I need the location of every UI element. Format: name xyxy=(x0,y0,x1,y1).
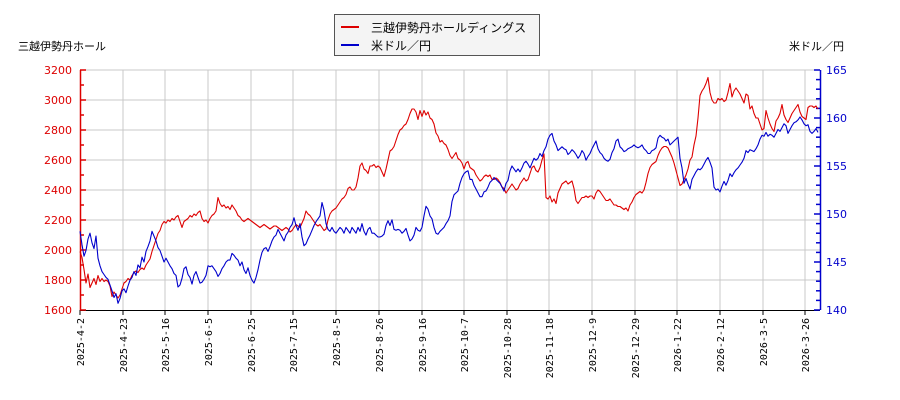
legend-item-usdjpy: 米ドル／円 xyxy=(341,36,431,54)
legend-label: 三越伊勢丹ホールディングス xyxy=(371,20,527,35)
y-right-tick-label: 140 xyxy=(826,304,847,317)
legend-swatch-blue-icon xyxy=(341,44,359,46)
series-line-mitsukoshi xyxy=(79,76,819,299)
x-tick-label: 2025-12-29 xyxy=(631,318,642,378)
y-left-tick-label: 2000 xyxy=(44,244,72,257)
x-tick-label: 2025-4-23 xyxy=(119,318,130,372)
y-left-tick-label: 2800 xyxy=(44,124,72,137)
y-left-tick-label: 3200 xyxy=(44,64,72,77)
x-tick-label: 2025-7-15 xyxy=(289,318,300,372)
series-line-usdjpy xyxy=(79,116,819,304)
x-tick-label: 2025-8-26 xyxy=(375,318,386,372)
x-tick-label: 2025-6-5 xyxy=(204,318,215,366)
x-tick-label: 2025-11-18 xyxy=(545,318,556,378)
y-left-tick-label: 1800 xyxy=(44,274,72,287)
chart-legend: 三越伊勢丹ホールディングス 米ドル／円 xyxy=(334,14,540,56)
x-tick-label: 2025-6-25 xyxy=(247,318,258,372)
x-tick-label: 2026-1-22 xyxy=(673,318,684,372)
x-tick-label: 2025-10-7 xyxy=(460,318,471,372)
y-right-tick-label: 155 xyxy=(826,160,847,173)
x-tick-label: 2026-3-5 xyxy=(759,318,770,366)
x-tick-label: 2025-4-2 xyxy=(76,318,87,366)
legend-swatch-red-icon xyxy=(341,26,359,28)
y-left-tick-label: 2200 xyxy=(44,214,72,227)
x-tick-label: 2025-10-28 xyxy=(503,318,514,378)
y-left-tick-label: 3000 xyxy=(44,94,72,107)
left-axis-title: 三越伊勢丹ホール xyxy=(18,40,106,53)
legend-label: 米ドル／円 xyxy=(371,38,432,53)
y-right-tick-label: 150 xyxy=(826,208,847,221)
x-tick-label: 2026-3-26 xyxy=(801,318,812,372)
y-right-tick-label: 145 xyxy=(826,256,847,269)
x-tick-label: 2025-9-16 xyxy=(418,318,429,372)
x-tick-label: 2025-8-5 xyxy=(332,318,343,366)
y-left-tick-label: 2600 xyxy=(44,154,72,167)
y-right-tick-label: 160 xyxy=(826,112,847,125)
y-right-tick-label: 165 xyxy=(826,64,847,77)
x-tick-label: 2025-5-16 xyxy=(161,318,172,372)
y-left-tick-label: 1600 xyxy=(44,304,72,317)
y-left-tick-label: 2400 xyxy=(44,184,72,197)
right-axis-title: 米ドル／円 xyxy=(789,40,844,53)
x-tick-label: 2025-12-9 xyxy=(588,318,599,372)
x-tick-label: 2026-2-12 xyxy=(716,318,727,372)
legend-item-mitsukoshi: 三越伊勢丹ホールディングス xyxy=(341,18,526,36)
